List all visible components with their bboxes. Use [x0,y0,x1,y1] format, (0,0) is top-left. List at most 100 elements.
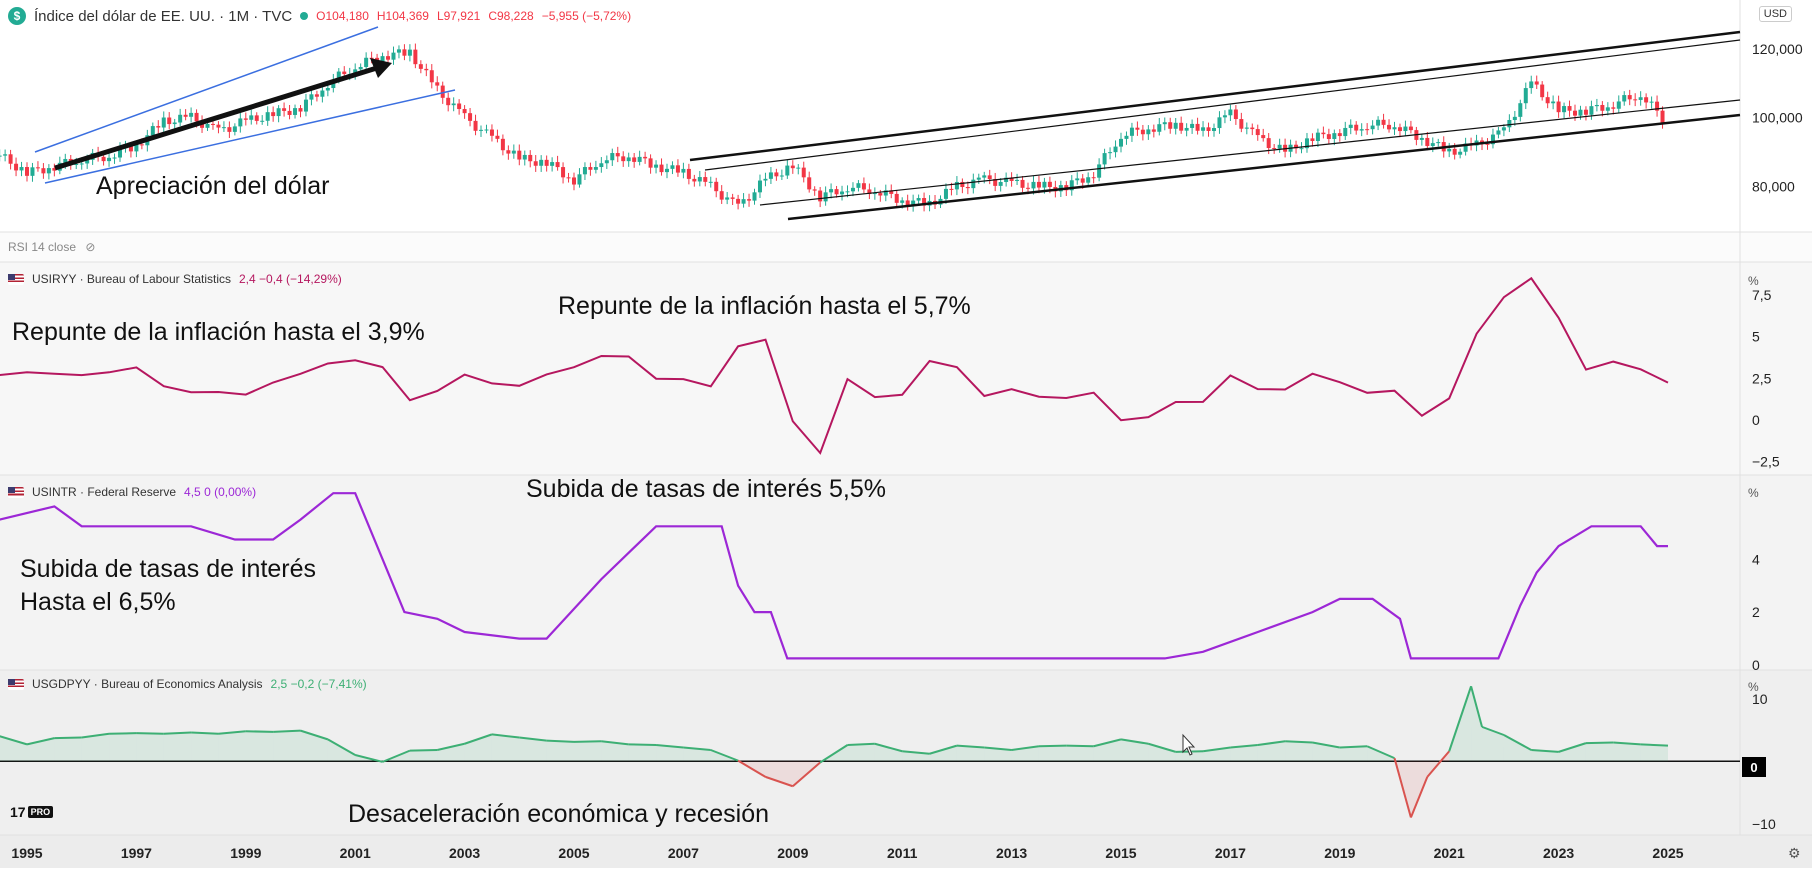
candle-body [1190,124,1194,128]
main-legend[interactable]: $ Índice del dólar de EE. UU. · 1M · TVC… [8,7,631,25]
inflation-legend[interactable]: USIRYY · Bureau of Labour Statistics 2,4… [8,272,342,286]
candle-body [244,118,248,119]
candle-body [1573,111,1577,116]
candle-body [1436,142,1440,143]
candle-body [501,139,505,150]
gdp-area-segment [191,733,218,762]
candle-body [1420,138,1424,140]
candle-body [1081,178,1085,182]
x-tick-label: 2011 [887,845,918,861]
gdp-area-segment [629,744,656,761]
gdp-area-segment [136,733,163,761]
candle-body [424,69,428,70]
gdp-series-segment [191,733,218,734]
candle-body [1589,106,1593,115]
candle-body [763,179,767,181]
inflation-tick-label: 5 [1752,329,1760,345]
candle-body [725,197,729,199]
candle-body [1316,133,1320,141]
eye-hidden-icon[interactable]: ⊘ [85,240,95,254]
candle-body [714,182,718,191]
candle-body [1174,123,1178,129]
rates-legend[interactable]: USINTR · Federal Reserve 4,5 0 (0,00%) [8,485,256,499]
gdp-legend[interactable]: USGDPYY · Bureau of Economics Analysis 2… [8,677,367,691]
rates-title: USINTR · Federal Reserve [32,485,176,499]
candle-body [616,153,620,156]
gdp-area-segment [109,733,136,761]
candle-body [627,157,631,161]
channel-inner-lower [760,100,1740,205]
rsi-legend[interactable]: RSI 14 close ⊘ [8,240,95,254]
candle-body [216,125,220,128]
candle-body [293,108,297,115]
gdp-series-segment [574,741,601,742]
x-tick-label: 2001 [340,845,371,861]
candle-body [1092,177,1096,178]
rsi-label: RSI 14 close [8,240,76,254]
candle-body [692,179,696,182]
candle-body [594,167,598,170]
candle-body [413,50,417,65]
candle-body [670,165,674,169]
candle-body [1338,133,1342,136]
x-tick-label: 2015 [1105,845,1136,861]
candle-body [1103,153,1107,164]
candle-body [277,108,281,116]
candle-body [304,100,308,112]
candle-body [1114,147,1118,153]
gdp-series-segment [629,744,656,745]
currency-button[interactable]: USD [1759,6,1792,22]
candle-body [840,192,844,195]
inflation-unit: % [1748,274,1759,288]
candle-body [610,153,614,160]
candle-body [1507,120,1511,127]
gdp-series-segment [246,731,273,732]
candle-body [1557,102,1561,113]
candle-body [1584,110,1588,115]
candle-body [1540,85,1544,98]
candle-body [769,172,773,178]
candle-body [113,158,117,159]
candle-body [583,167,587,174]
candle-body [255,115,259,121]
candle-body [107,158,111,161]
candle-body [687,169,691,179]
candle-body [14,164,18,171]
candle-body [818,191,822,202]
candle-body [102,157,106,161]
candle-body [599,163,603,167]
candle-body [1403,127,1407,131]
candle-body [364,58,368,67]
gdp-area-segment [1613,743,1640,762]
candle-body [1447,149,1451,152]
candle-body [1310,138,1314,141]
x-tick-label: 2017 [1215,845,1246,861]
candle-body [1163,122,1167,124]
candle-body [731,197,735,198]
candle-body [211,124,215,125]
annotation-rates-1: Subida de tasas de interés [20,555,316,584]
candle-body [1524,88,1528,103]
candle-body [1513,117,1517,120]
candle-body [780,176,784,177]
gdp-area-segment [273,731,300,762]
settings-icon[interactable]: ⚙ [1788,845,1801,862]
candle-body [796,168,800,169]
candle-body [567,177,571,178]
candle-body [802,168,806,178]
candle-body [851,188,855,191]
candle-body [309,94,313,99]
candle-body [753,192,757,200]
gdp-title: USGDPYY · Bureau of Economics Analysis [32,677,263,691]
candle-body [1239,119,1243,129]
candle-body [1387,125,1391,129]
candle-body [162,118,166,128]
candle-body [1376,120,1380,126]
candle-body [1628,95,1632,99]
tradingview-logo[interactable]: 17 PRO [10,804,53,820]
gdp-area-segment [1641,744,1668,761]
candle-body [1245,128,1249,129]
candle-body [1393,127,1397,129]
candle-body [282,108,286,111]
